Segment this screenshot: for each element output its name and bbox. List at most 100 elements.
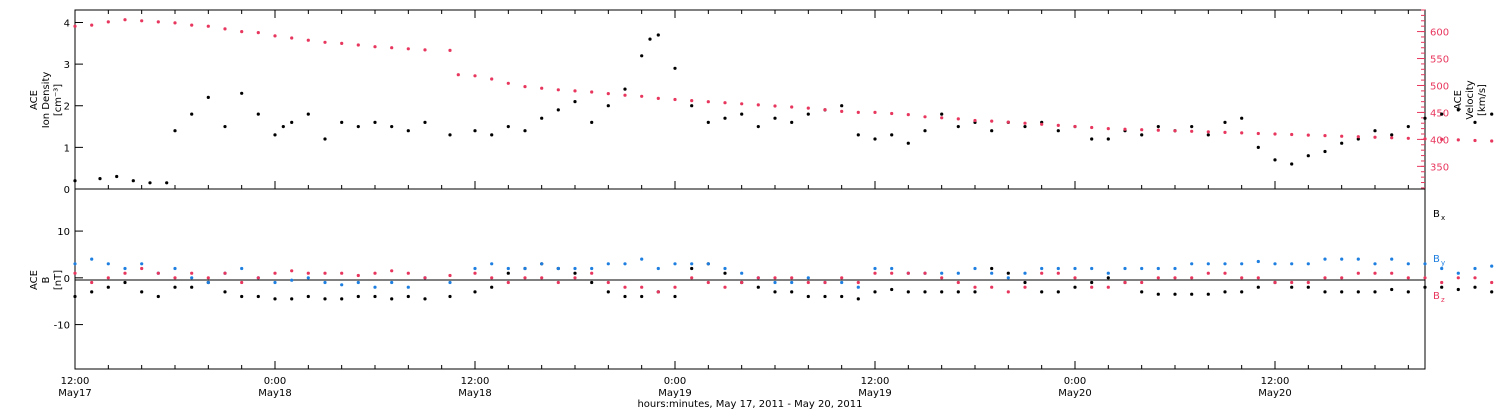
bx-point [490,285,494,289]
velocity-point [1106,127,1110,131]
bz-point [1356,271,1360,275]
velocity-point [1273,132,1277,136]
legend-by-subscript: y [1441,259,1445,267]
by-point [1023,271,1027,275]
density-point [1456,108,1460,112]
x-tick-time-label: 0:00 [264,376,286,387]
velocity-point [823,108,827,112]
velocity-point [1090,125,1094,130]
density-point [373,120,377,124]
bz-point [1456,276,1460,280]
velocity-ytick-label: 450 [1430,108,1449,119]
velocity-point [340,41,344,46]
by-point [290,278,294,282]
bx-point [723,271,727,275]
by-point [1473,266,1477,271]
density-point [1256,145,1260,149]
bx-point [123,280,127,285]
bx-point [156,294,160,299]
velocity-point [240,30,244,34]
density-point [1323,149,1327,154]
velocity-point [1340,134,1344,138]
bx-point [306,294,310,299]
density-point [640,54,644,58]
bfield-ylabel-line1: ACE [29,270,40,290]
velocity-point [790,105,794,109]
bz-point [173,276,177,280]
by-point [890,266,894,271]
bz-point [106,276,110,280]
by-point [1073,266,1077,271]
velocity-point [373,45,377,49]
by-point [740,271,744,275]
bx-point [573,271,577,275]
bx-point [423,297,427,301]
by-point [1490,264,1494,268]
by-point [240,266,244,271]
bx-point [756,285,760,289]
density-point [606,104,610,108]
bz-point [1156,276,1160,280]
bx-point [340,297,344,301]
velocity-point [956,117,960,121]
bx-point [990,266,994,271]
bz-point [706,280,710,285]
x-axis-title: hours:minutes, May 17, 2011 - May 20, 20… [637,399,862,410]
velocity-point [1206,130,1210,134]
velocity-ylabel-line2: Velocity [1465,80,1476,119]
by-point [1440,266,1444,271]
velocity-point [806,106,810,110]
velocity-point [573,89,577,93]
bz-point [973,285,977,289]
velocity-point [1223,130,1227,134]
density-point [756,125,760,129]
velocity-point [1306,133,1310,137]
bz-point [323,271,327,275]
by-point [340,283,344,287]
bz-point [273,271,277,275]
density-point [840,104,844,108]
bx-point [773,290,777,294]
bx-point [90,290,94,294]
bx-point [1373,290,1377,294]
bz-point [906,271,910,275]
bx-point [448,294,452,299]
bx-point [840,294,844,299]
by-point [73,262,77,266]
bz-point [473,271,477,275]
by-point [390,280,394,285]
density-point [1440,112,1444,116]
x-tick-date-label: May18 [258,388,291,399]
bz-point [448,273,452,278]
bx-point [1223,290,1227,294]
by-point [490,262,494,266]
density-point [356,125,360,129]
legend-bz-subscript: z [1441,296,1445,304]
density-point [473,129,477,133]
velocity-point [940,116,944,120]
density-point [256,112,260,116]
velocity-point [840,109,844,113]
density-point [448,133,452,137]
density-point [773,116,777,120]
by-point [1356,257,1360,261]
density-point [173,129,177,133]
density-point [723,116,727,120]
by-point [1090,266,1094,271]
density-point [1423,116,1427,120]
velocity-point [923,115,927,119]
density-point [1056,129,1060,133]
density-point [806,112,810,116]
by-point [1340,257,1344,261]
bx-point [1156,292,1160,296]
bx-point [890,287,894,292]
bx-point [223,290,227,294]
by-point [1223,262,1227,266]
bfield-ytick-label: -10 [54,321,70,332]
bottom-panel-frame [74,188,1426,370]
velocity-point [273,34,277,38]
velocity-point [1290,132,1294,137]
bz-point [590,271,594,275]
bx-point [1323,290,1327,294]
density-point [206,95,210,99]
